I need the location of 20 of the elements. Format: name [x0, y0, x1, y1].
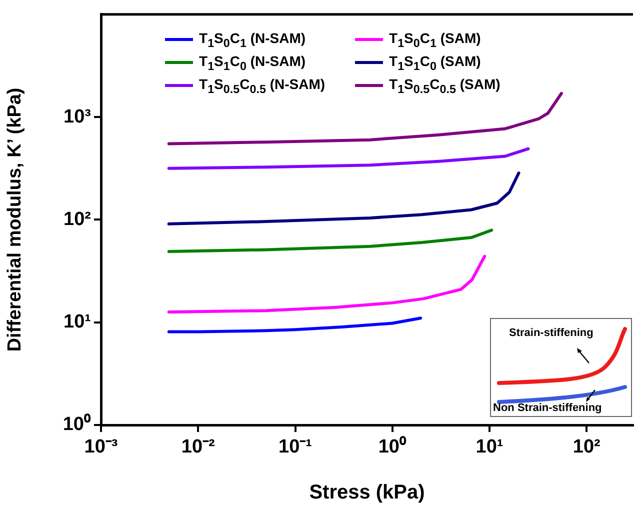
y-tick-label: 10⁰ [62, 413, 91, 436]
y-tick-label: 10¹ [64, 312, 91, 333]
y-axis-title: Differential modulus, K’ (kPa) [4, 88, 26, 352]
legend-label: T$_{1}$S$_{0}$C$_{1}$ (N-SAM) [199, 30, 306, 50]
annotation: Non Strain-stiffening [493, 402, 602, 414]
x-tick-label: 10¹ [476, 436, 504, 458]
x-tick-label: 10⁻² [181, 436, 215, 458]
legend-label: T$_{1}$S$_{0.5}$C$_{0.5}$ (SAM) [389, 76, 500, 96]
legend-label: T$_{1}$S$_{1}$C$_{0}$ (N-SAM) [199, 52, 306, 73]
legend-label: T$_{1}$S$_{0}$C$_{1}$ (SAM) [389, 30, 481, 50]
x-tick-label: 10⁻³ [84, 436, 118, 458]
x-tick-label: 10⁻¹ [278, 436, 312, 458]
annotation: Strain-stiffening [509, 327, 594, 339]
legend-label: T$_{1}$S$_{0.5}$C$_{0.5}$ (N-SAM) [199, 76, 326, 96]
y-tick-label: 10² [64, 208, 91, 230]
legend-label: T$_{1}$S$_{1}$C$_{0}$ (SAM) [389, 52, 481, 73]
y-tick-label: 10³ [64, 106, 91, 128]
x-tick-label: 10² [572, 436, 600, 458]
x-tick-label: 10⁰ [378, 436, 406, 458]
x-axis-title: Stress (kPa) [309, 482, 425, 504]
